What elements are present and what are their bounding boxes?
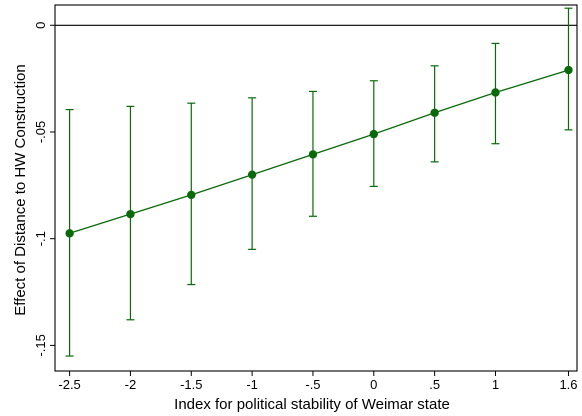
x-tick-label: -.5 [305, 377, 320, 392]
plot-frame [54, 4, 578, 372]
x-tick-label: 0 [370, 377, 377, 392]
x-tick-layer: -2.5 -2 -1.5 -1 -.5 0 .5 1 1.6 [58, 371, 578, 392]
y-tick-layer: 0 -.05 -.1 -.15 [33, 22, 55, 357]
data-point [187, 190, 196, 200]
data-point [126, 209, 135, 219]
x-tick-label: 1 [492, 377, 499, 392]
x-tick-label: -2 [125, 377, 137, 392]
x-tick-label: -1 [246, 377, 258, 392]
x-tick-label: 1.6 [559, 377, 577, 392]
data-point [430, 108, 439, 117]
point-layer [65, 65, 573, 238]
data-point [369, 129, 378, 139]
data-point [247, 170, 257, 179]
x-tick-label: -1.5 [180, 377, 202, 392]
data-point [564, 65, 573, 75]
y-tick-label: -.1 [33, 231, 48, 246]
y-axis-title: Effect of Distance to HW Construction [12, 64, 29, 316]
data-point [491, 88, 500, 97]
y-tick-label: 0 [33, 22, 48, 29]
error-bar-layer [65, 7, 573, 357]
data-point [308, 150, 318, 159]
frame-layer [54, 4, 578, 372]
x-axis-title: Index for political stability of Weimar … [174, 396, 450, 413]
data-point [65, 229, 74, 238]
y-tick-label: -.05 [33, 121, 48, 143]
x-tick-label: -2.5 [58, 377, 80, 392]
y-tick-label: -.15 [33, 334, 48, 356]
x-tick-label: .5 [429, 377, 440, 392]
